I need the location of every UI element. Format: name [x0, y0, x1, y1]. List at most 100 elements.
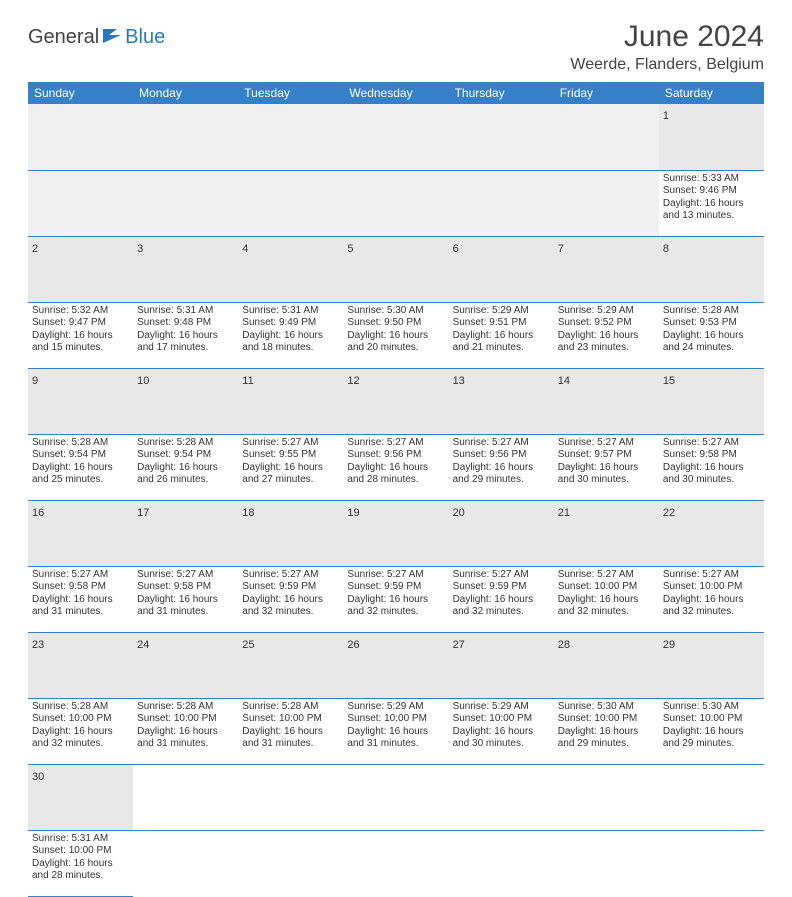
logo-text-blue: Blue	[125, 26, 165, 49]
daynum-cell: 15	[659, 368, 764, 434]
calendar-cell: Sunrise: 5:29 AMSunset: 9:52 PMDaylight:…	[554, 302, 659, 368]
daynum-cell: 4	[238, 236, 343, 302]
location: Weerde, Flanders, Belgium	[570, 56, 764, 74]
daynum-cell	[28, 104, 133, 170]
calendar-cell	[343, 830, 448, 896]
daynum-cell: 11	[238, 368, 343, 434]
cell-content: Sunrise: 5:31 AMSunset: 10:00 PMDaylight…	[32, 833, 129, 883]
daynum-cell: 25	[238, 632, 343, 698]
day-number: 29	[663, 639, 675, 651]
calendar-head: SundayMondayTuesdayWednesdayThursdayFrid…	[28, 82, 764, 104]
daynum-cell: 26	[343, 632, 448, 698]
day-number: 20	[453, 507, 465, 519]
calendar-cell: Sunrise: 5:27 AMSunset: 10:00 PMDaylight…	[659, 566, 764, 632]
day-number: 9	[32, 375, 38, 387]
day-number: 10	[137, 375, 149, 387]
calendar-cell: Sunrise: 5:32 AMSunset: 9:47 PMDaylight:…	[28, 302, 133, 368]
calendar-cell: Sunrise: 5:31 AMSunset: 10:00 PMDaylight…	[28, 830, 133, 896]
day-number: 3	[137, 243, 143, 255]
daynum-cell: 24	[133, 632, 238, 698]
day-number: 30	[32, 771, 44, 783]
calendar-cell: Sunrise: 5:31 AMSunset: 9:49 PMDaylight:…	[238, 302, 343, 368]
daynum-cell: 5	[343, 236, 448, 302]
calendar-cell	[554, 830, 659, 896]
daynum-row: 30	[28, 764, 764, 830]
daynum-cell: 20	[449, 500, 554, 566]
cell-content: Sunrise: 5:28 AMSunset: 10:00 PMDaylight…	[137, 701, 234, 751]
daynum-cell: 22	[659, 500, 764, 566]
cell-content: Sunrise: 5:27 AMSunset: 10:00 PMDaylight…	[558, 569, 655, 619]
calendar-cell: Sunrise: 5:29 AMSunset: 9:51 PMDaylight:…	[449, 302, 554, 368]
day-number: 11	[242, 375, 253, 387]
calendar-cell	[238, 170, 343, 236]
day-number: 19	[347, 507, 359, 519]
calendar-cell: Sunrise: 5:30 AMSunset: 9:50 PMDaylight:…	[343, 302, 448, 368]
daynum-cell: 29	[659, 632, 764, 698]
calendar-cell: Sunrise: 5:31 AMSunset: 9:48 PMDaylight:…	[133, 302, 238, 368]
calendar-cell: Sunrise: 5:27 AMSunset: 9:59 PMDaylight:…	[343, 566, 448, 632]
calendar-cell: Sunrise: 5:27 AMSunset: 9:55 PMDaylight:…	[238, 434, 343, 500]
daynum-cell: 2	[28, 236, 133, 302]
calendar-cell	[449, 830, 554, 896]
daynum-cell: 9	[28, 368, 133, 434]
daynum-cell: 7	[554, 236, 659, 302]
daynum-cell: 3	[133, 236, 238, 302]
daynum-cell	[554, 764, 659, 830]
daynum-row: 1	[28, 104, 764, 170]
day-number: 23	[32, 639, 44, 651]
daynum-cell: 12	[343, 368, 448, 434]
cell-content: Sunrise: 5:27 AMSunset: 9:59 PMDaylight:…	[347, 569, 444, 619]
day-number: 28	[558, 639, 570, 651]
daynum-cell: 23	[28, 632, 133, 698]
daynum-cell	[554, 104, 659, 170]
day-number: 18	[242, 507, 254, 519]
calendar-cell: Sunrise: 5:28 AMSunset: 10:00 PMDaylight…	[238, 698, 343, 764]
cell-content: Sunrise: 5:27 AMSunset: 9:59 PMDaylight:…	[453, 569, 550, 619]
calendar-table: SundayMondayTuesdayWednesdayThursdayFrid…	[28, 82, 764, 897]
day-number: 16	[32, 507, 44, 519]
weekday-header: Tuesday	[238, 82, 343, 104]
cell-content: Sunrise: 5:27 AMSunset: 10:00 PMDaylight…	[663, 569, 760, 619]
calendar-cell: Sunrise: 5:27 AMSunset: 9:59 PMDaylight:…	[238, 566, 343, 632]
cell-content: Sunrise: 5:28 AMSunset: 10:00 PMDaylight…	[32, 701, 129, 751]
calendar-cell: Sunrise: 5:30 AMSunset: 10:00 PMDaylight…	[554, 698, 659, 764]
day-number: 2	[32, 243, 38, 255]
cell-content: Sunrise: 5:33 AMSunset: 9:46 PMDaylight:…	[663, 173, 760, 223]
calendar-cell: Sunrise: 5:27 AMSunset: 9:57 PMDaylight:…	[554, 434, 659, 500]
cell-content: Sunrise: 5:31 AMSunset: 9:49 PMDaylight:…	[242, 305, 339, 355]
daynum-row: 9 10 11 12 13 14 15	[28, 368, 764, 434]
calendar-cell: Sunrise: 5:27 AMSunset: 9:56 PMDaylight:…	[449, 434, 554, 500]
daynum-cell	[238, 104, 343, 170]
calendar-cell	[449, 170, 554, 236]
cell-content: Sunrise: 5:27 AMSunset: 9:56 PMDaylight:…	[453, 437, 550, 487]
cell-content: Sunrise: 5:27 AMSunset: 9:55 PMDaylight:…	[242, 437, 339, 487]
day-number: 21	[558, 507, 570, 519]
logo-flag-icon	[103, 27, 123, 48]
day-number: 14	[558, 375, 570, 387]
day-number: 12	[347, 375, 359, 387]
cell-content: Sunrise: 5:27 AMSunset: 9:58 PMDaylight:…	[32, 569, 129, 619]
calendar-row: Sunrise: 5:33 AMSunset: 9:46 PMDaylight:…	[28, 170, 764, 236]
cell-content: Sunrise: 5:29 AMSunset: 10:00 PMDaylight…	[453, 701, 550, 751]
day-number: 13	[453, 375, 465, 387]
calendar-cell: Sunrise: 5:27 AMSunset: 10:00 PMDaylight…	[554, 566, 659, 632]
calendar-cell: Sunrise: 5:28 AMSunset: 9:54 PMDaylight:…	[133, 434, 238, 500]
cell-content: Sunrise: 5:31 AMSunset: 9:48 PMDaylight:…	[137, 305, 234, 355]
cell-content: Sunrise: 5:30 AMSunset: 10:00 PMDaylight…	[558, 701, 655, 751]
calendar-cell	[343, 170, 448, 236]
cell-content: Sunrise: 5:27 AMSunset: 9:58 PMDaylight:…	[663, 437, 760, 487]
calendar-row: Sunrise: 5:32 AMSunset: 9:47 PMDaylight:…	[28, 302, 764, 368]
daynum-cell: 8	[659, 236, 764, 302]
header: General Blue June 2024 Weerde, Flanders,…	[28, 20, 764, 74]
calendar-cell: Sunrise: 5:29 AMSunset: 10:00 PMDaylight…	[343, 698, 448, 764]
day-number: 8	[663, 243, 669, 255]
day-number: 1	[663, 110, 669, 122]
logo: General Blue	[28, 26, 165, 49]
calendar-cell: Sunrise: 5:27 AMSunset: 9:58 PMDaylight:…	[28, 566, 133, 632]
daynum-cell	[449, 764, 554, 830]
daynum-cell: 16	[28, 500, 133, 566]
calendar-row: Sunrise: 5:31 AMSunset: 10:00 PMDaylight…	[28, 830, 764, 896]
day-number: 7	[558, 243, 564, 255]
daynum-cell: 1	[659, 104, 764, 170]
weekday-header: Monday	[133, 82, 238, 104]
